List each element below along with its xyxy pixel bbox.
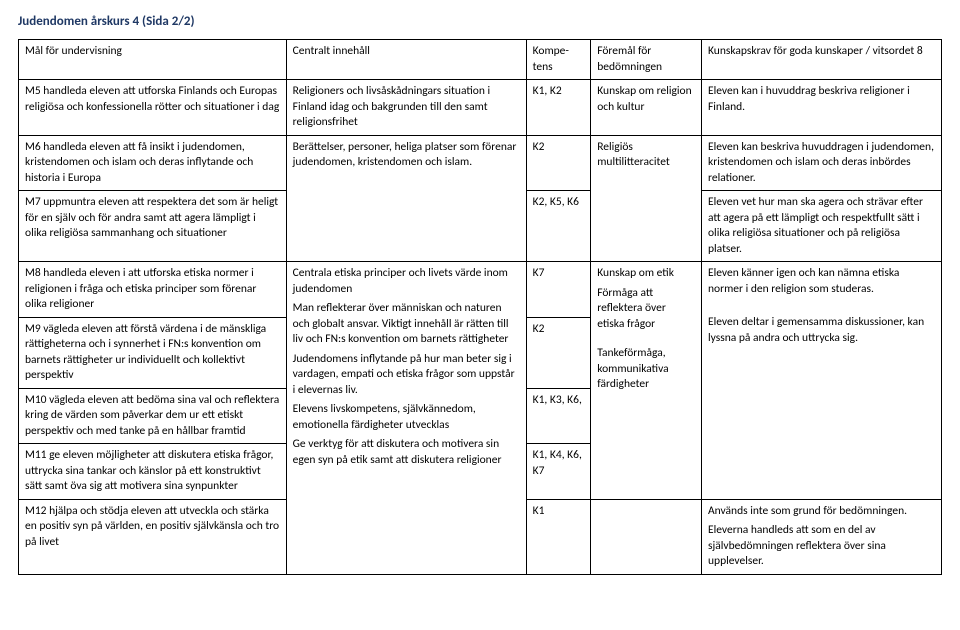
curriculum-table: Mål för undervisning Centralt innehåll K…	[18, 39, 942, 575]
cell-competence: K2	[526, 135, 591, 191]
cell-assessment	[591, 499, 702, 574]
criteria-paragraph: Används inte som grund för bedömningen.	[708, 504, 935, 520]
table-row: M5 handleda eleven att utforska Finlands…	[19, 80, 942, 136]
header-cell: Föremål för bedömningen	[591, 40, 702, 80]
page-title: Judendomen årskurs 4 (Sida 2/2)	[18, 14, 942, 29]
cell-criteria: Eleven vet hur man ska agera och strävar…	[701, 191, 941, 262]
cell-criteria: Eleven kan i huvuddrag beskriva religion…	[701, 80, 941, 136]
header-cell: Kunskapskrav för goda kunskaper / vitsor…	[701, 40, 941, 80]
cell-content: Berättelser, personer, heliga platser so…	[286, 135, 526, 262]
assess-paragraph: Förmåga att reflektera över etiska frågo…	[597, 286, 695, 333]
cell-assessment: Kunskap om religion och kultur	[591, 80, 702, 136]
content-paragraph: Man reflekterar över människan och natur…	[293, 301, 520, 348]
cell-goal: M6 handleda eleven att få insikt i juden…	[19, 135, 287, 191]
cell-competence: K2	[526, 317, 591, 388]
cell-goal: M8 handleda eleven i att utforska etiska…	[19, 262, 287, 318]
cell-competence: K1, K3, K6,	[526, 388, 591, 444]
criteria-paragraph: Eleverna handleds att som en del av själ…	[708, 523, 935, 570]
cell-criteria: Eleven känner igen och kan nämna etiska …	[701, 262, 941, 500]
table-row: M8 handleda eleven i att utforska etiska…	[19, 262, 942, 318]
content-paragraph: Ge verktyg för att diskutera och motiver…	[293, 437, 520, 468]
content-paragraph: Centrala etiska principer och livets vär…	[293, 266, 520, 297]
cell-competence: K1, K2	[526, 80, 591, 136]
cell-goal: M12 hjälpa och stödja eleven att utveckl…	[19, 499, 287, 574]
table-header-row: Mål för undervisning Centralt innehåll K…	[19, 40, 942, 80]
cell-content: Religioners och livsåskådningars situati…	[286, 80, 526, 136]
cell-criteria: Används inte som grund för bedömningen. …	[701, 499, 941, 574]
content-paragraph: Judendomens inflytande på hur man beter …	[293, 352, 520, 399]
cell-goal: M10 vägleda eleven att bedöma sina val o…	[19, 388, 287, 444]
header-cell: Kompe-tens	[526, 40, 591, 80]
criteria-paragraph: Eleven deltar i gemensamma diskussioner,…	[708, 315, 935, 346]
table-row: M6 handleda eleven att få insikt i juden…	[19, 135, 942, 191]
cell-assessment: Kunskap om etik Förmåga att reflektera ö…	[591, 262, 702, 500]
header-cell: Mål för undervisning	[19, 40, 287, 80]
cell-criteria: Eleven kan beskriva huvuddragen i judend…	[701, 135, 941, 191]
cell-competence: K2, K5, K6	[526, 191, 591, 262]
cell-goal: M9 vägleda eleven att förstå värdena i d…	[19, 317, 287, 388]
cell-goal: M7 uppmuntra eleven att respektera det s…	[19, 191, 287, 262]
cell-competence: K1, K4, K6, K7	[526, 444, 591, 500]
cell-assessment: Religiös multilitteracitet	[591, 135, 702, 262]
assess-paragraph: Kunskap om etik	[597, 266, 695, 282]
assess-paragraph: Tankeförmåga, kommunikativa färdigheter	[597, 346, 695, 393]
cell-content: Centrala etiska principer och livets vär…	[286, 262, 526, 575]
header-cell: Centralt innehåll	[286, 40, 526, 80]
cell-competence: K1	[526, 499, 591, 574]
cell-competence: K7	[526, 262, 591, 318]
content-paragraph: Elevens livskompetens, självkännedom, em…	[293, 402, 520, 433]
cell-goal: M11 ge eleven möjligheter att diskutera …	[19, 444, 287, 500]
criteria-paragraph: Eleven känner igen och kan nämna etiska …	[708, 266, 935, 297]
cell-goal: M5 handleda eleven att utforska Finlands…	[19, 80, 287, 136]
